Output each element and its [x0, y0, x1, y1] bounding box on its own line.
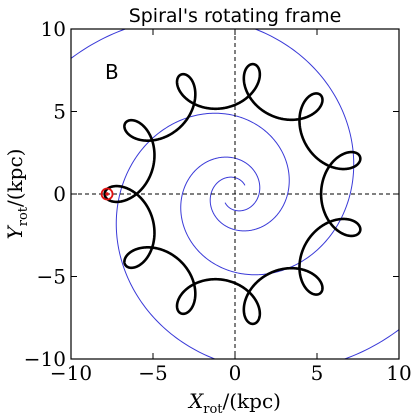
chart-title: Spiral's rotating frame: [129, 5, 342, 27]
x-tick-label: −5: [138, 361, 167, 385]
marker-layer: [100, 187, 114, 201]
start-marker-ring: [100, 187, 114, 201]
panel-label: B: [105, 60, 119, 84]
spiral-arm-1: [115, 112, 399, 359]
y-tick-label: 0: [53, 182, 66, 206]
x-tick-label: 10: [386, 361, 411, 385]
spiral-arm-2: [71, 29, 355, 276]
x-axis-label: Xrot/(kpc): [187, 389, 281, 415]
orbit-layer: [103, 62, 362, 326]
axis-ticks: −10 −5 0 5 10 −10 −5 0 5 10: [24, 17, 412, 385]
reference-lines: [71, 29, 399, 359]
x-tick-label: −10: [50, 361, 92, 385]
x-tick-label: 0: [229, 361, 242, 385]
y-tick-label: 10: [41, 17, 66, 41]
x-tick-label: 5: [311, 361, 324, 385]
start-marker-dot: [105, 192, 109, 196]
y-axis-label: Yrot/(kpc): [3, 149, 31, 240]
y-tick-label: 5: [53, 100, 66, 124]
spiral-arms-layer: [71, 29, 399, 359]
orbit-path: [103, 62, 362, 326]
y-tick-label: −10: [24, 347, 66, 371]
y-tick-label: −5: [37, 265, 66, 289]
